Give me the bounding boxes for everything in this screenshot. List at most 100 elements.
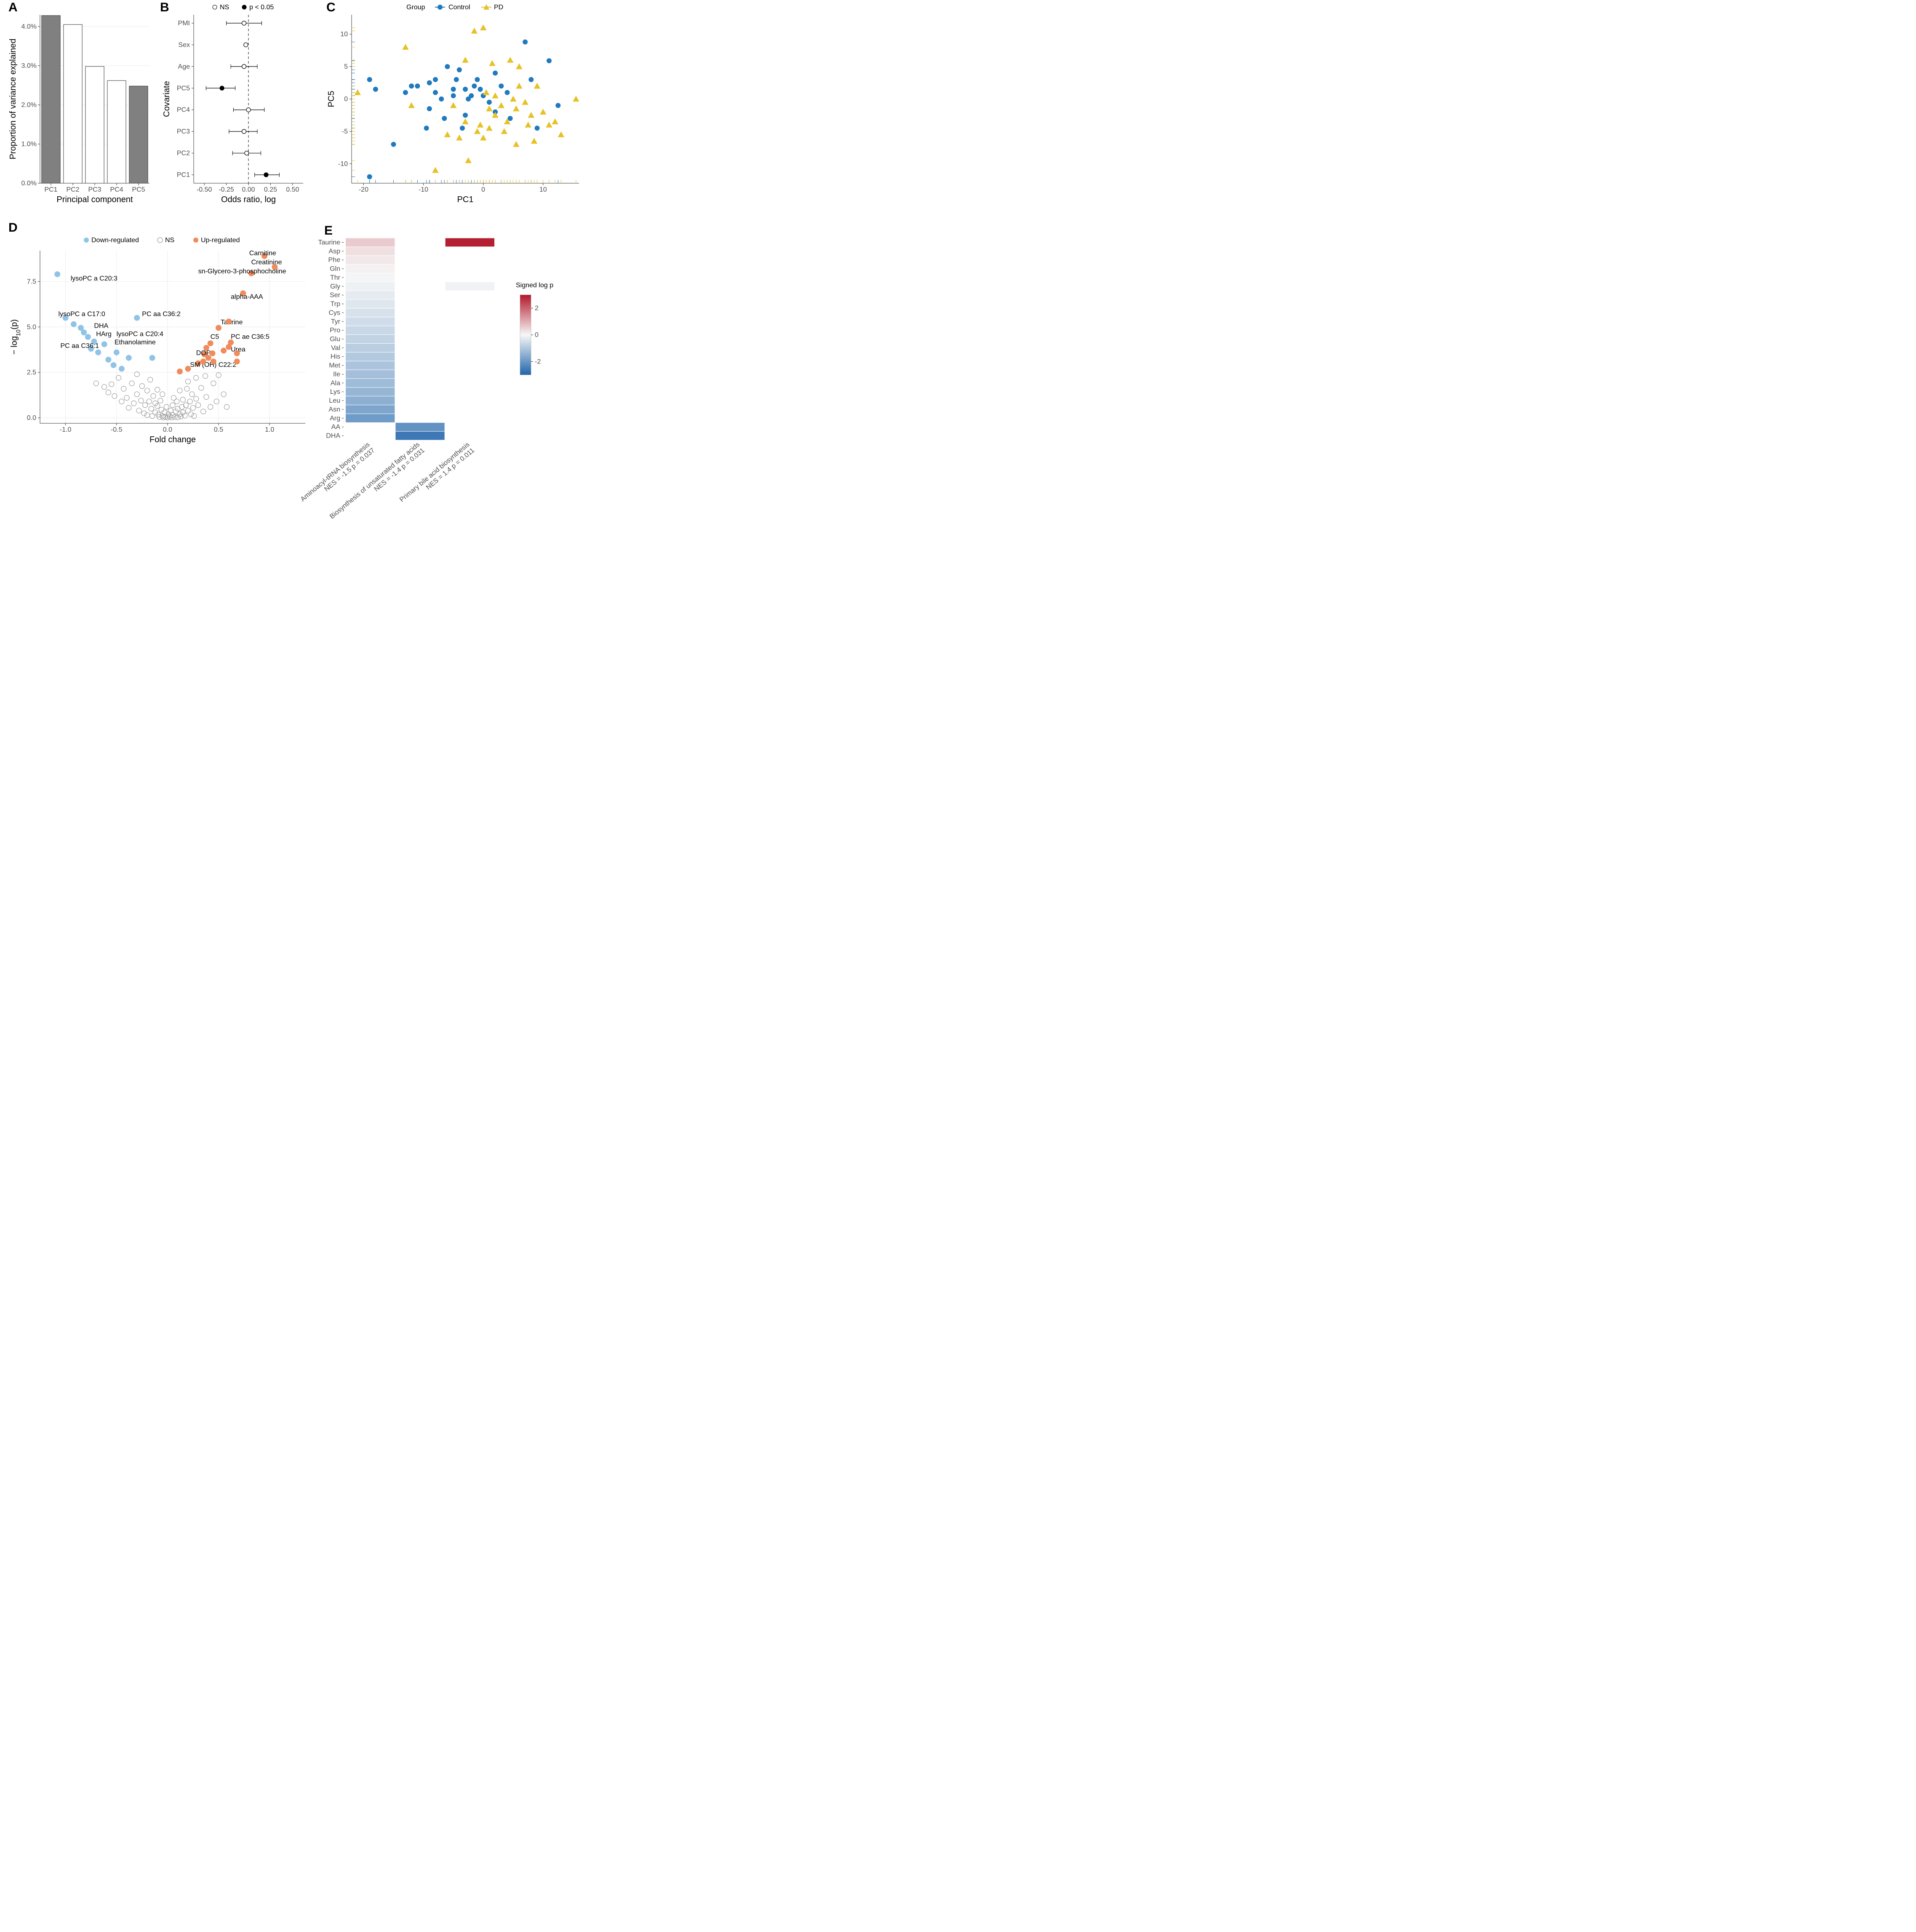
svg-text:-5: -5: [342, 128, 348, 135]
heatmap-cell: [395, 423, 444, 431]
svg-text:0: 0: [344, 96, 348, 103]
svg-text:0.00: 0.00: [242, 186, 255, 193]
svg-text:Arg: Arg: [330, 415, 340, 422]
volcano-point: [205, 355, 211, 361]
svg-text:C5: C5: [211, 333, 219, 340]
svg-text:0.5: 0.5: [214, 426, 223, 433]
bar-PC2: [64, 24, 82, 183]
svg-text:Thr: Thr: [330, 274, 341, 281]
svg-text:PC aa C36:1: PC aa C36:1: [60, 342, 99, 350]
svg-text:PC1: PC1: [177, 171, 190, 179]
heatmap-cell: [446, 238, 494, 247]
svg-text:DHA: DHA: [326, 433, 340, 440]
volcano-point: [110, 362, 116, 368]
scatter-point-control: [442, 116, 447, 121]
scatter-point-control: [367, 174, 372, 179]
scatter-point-control: [373, 87, 378, 92]
svg-text:Gly: Gly: [330, 283, 340, 290]
scatter-point-control: [391, 142, 396, 147]
heatmap-legend-title: Signed log p: [516, 282, 553, 289]
svg-text:lysoPC a C20:4: lysoPC a C20:4: [117, 331, 163, 338]
svg-text:PC4: PC4: [110, 186, 123, 193]
volcano-point: [210, 350, 216, 356]
svg-text:Down-regulated: Down-regulated: [91, 237, 139, 244]
svg-text:PC ae C36:5: PC ae C36:5: [231, 333, 270, 340]
forest-point-PC5: [220, 86, 224, 90]
forest-point-PC2: [245, 151, 249, 155]
heatmap-cell: [346, 317, 395, 326]
volcano-point: [226, 318, 232, 324]
panelA-ylabel: Proportion of variance explained: [8, 39, 18, 160]
heatmap-cell: [346, 273, 395, 282]
svg-text:Taurine: Taurine: [221, 319, 243, 326]
scatter-point-control: [457, 67, 462, 72]
volcano-point: [234, 358, 240, 364]
svg-text:0: 0: [481, 186, 485, 193]
svg-text:lysoPC a C17:0: lysoPC a C17:0: [59, 310, 105, 318]
svg-text:1.0: 1.0: [265, 426, 274, 433]
heatmap-cell: [346, 326, 395, 334]
svg-text:4.0%: 4.0%: [21, 23, 37, 30]
svg-text:PC5: PC5: [177, 85, 190, 92]
scatter-point-control: [528, 77, 534, 82]
bar-PC1: [42, 16, 60, 183]
scatter-point-control: [439, 96, 444, 102]
svg-text:p < 0.05: p < 0.05: [249, 4, 274, 11]
svg-text:DHA: DHA: [94, 322, 108, 329]
svg-text:Control: Control: [448, 4, 470, 11]
svg-text:5: 5: [344, 63, 348, 70]
svg-text:E: E: [324, 224, 333, 238]
svg-text:NS: NS: [220, 4, 229, 11]
svg-text:Gln: Gln: [330, 265, 340, 273]
scatter-point-control: [433, 90, 438, 95]
svg-text:Fold change: Fold change: [149, 435, 196, 444]
scatter-point-control: [460, 126, 465, 131]
svg-text:D: D: [8, 221, 18, 235]
scatter-point-control: [427, 106, 432, 111]
scatter-point-control: [535, 126, 540, 131]
heatmap-cell: [346, 344, 395, 352]
svg-text:Creatinine: Creatinine: [251, 259, 282, 266]
svg-text:Glu: Glu: [330, 336, 340, 343]
svg-text:PC1: PC1: [44, 186, 57, 193]
svg-text:Lys: Lys: [330, 388, 340, 395]
volcano-point: [105, 357, 111, 363]
heatmap-cell: [446, 282, 494, 291]
svg-text:0.0: 0.0: [163, 426, 172, 433]
svg-text:PC5: PC5: [327, 91, 336, 107]
heatmap-cell: [346, 387, 395, 396]
svg-text:0.0: 0.0: [27, 414, 36, 422]
scatter-point-control: [463, 87, 468, 92]
volcano-point: [95, 350, 101, 355]
heatmap-cell: [346, 308, 395, 317]
scatter-point-control: [463, 112, 468, 118]
svg-text:5.0: 5.0: [27, 323, 36, 331]
svg-text:7.5: 7.5: [27, 278, 36, 285]
volcano-point: [134, 315, 140, 321]
svg-text:Taurine: Taurine: [318, 239, 341, 246]
svg-text:-20: -20: [359, 186, 368, 193]
heatmap-cell: [346, 291, 395, 299]
scatter-point-control: [555, 103, 560, 108]
scatter-point-control: [445, 64, 450, 69]
forest-point-PC1: [264, 173, 268, 177]
scatter-point-control: [475, 77, 480, 82]
scatter-point-control: [493, 70, 498, 75]
volcano-point: [101, 341, 107, 347]
svg-text:Met: Met: [329, 362, 340, 369]
volcano-point: [119, 366, 125, 372]
scatter-point-control: [451, 93, 456, 98]
svg-text:PC2: PC2: [177, 150, 190, 157]
volcano-point: [85, 334, 91, 340]
svg-text:2: 2: [535, 305, 539, 312]
scatter-point-control: [523, 40, 528, 45]
svg-text:0.50: 0.50: [286, 186, 299, 193]
svg-text:-2: -2: [535, 358, 541, 365]
scatter-point-control: [504, 90, 510, 95]
bar-PC3: [85, 67, 104, 183]
scatter-point-control: [424, 126, 429, 131]
svg-text:PD: PD: [494, 4, 503, 11]
heatmap-cell: [346, 353, 395, 361]
svg-text:PC5: PC5: [132, 186, 145, 193]
svg-text:-10: -10: [338, 160, 348, 168]
